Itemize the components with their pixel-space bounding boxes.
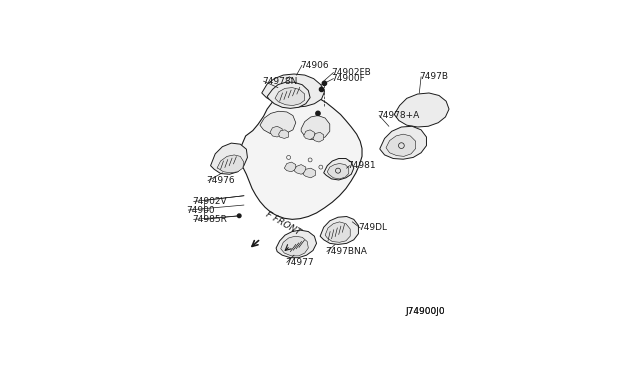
Circle shape <box>316 111 320 116</box>
Polygon shape <box>386 134 416 156</box>
Polygon shape <box>276 230 317 258</box>
Text: 74900: 74900 <box>187 206 215 215</box>
Polygon shape <box>270 126 282 137</box>
Polygon shape <box>240 91 362 219</box>
Polygon shape <box>294 164 306 174</box>
Polygon shape <box>303 130 314 140</box>
Text: 7497B: 7497B <box>419 73 448 81</box>
Polygon shape <box>267 82 310 108</box>
Text: 74978N: 74978N <box>262 77 297 86</box>
Text: 74978+A: 74978+A <box>378 111 420 120</box>
Polygon shape <box>324 158 354 180</box>
Text: J74900J0: J74900J0 <box>405 307 445 316</box>
Polygon shape <box>301 116 330 140</box>
Text: J74900J0: J74900J0 <box>405 307 445 316</box>
Polygon shape <box>303 168 316 178</box>
Polygon shape <box>284 162 296 172</box>
Text: 74906: 74906 <box>300 61 329 70</box>
Polygon shape <box>380 126 426 159</box>
Polygon shape <box>327 164 349 179</box>
Circle shape <box>319 87 324 92</box>
Circle shape <box>323 81 326 86</box>
Polygon shape <box>217 155 244 173</box>
Polygon shape <box>320 217 358 244</box>
Polygon shape <box>211 143 248 174</box>
Polygon shape <box>262 74 324 107</box>
Text: F FRONT: F FRONT <box>264 210 302 237</box>
Text: 74985R: 74985R <box>192 215 227 224</box>
Polygon shape <box>394 93 449 127</box>
Text: 74902FB: 74902FB <box>332 68 371 77</box>
Text: 7497BNA: 7497BNA <box>325 247 367 256</box>
Text: 74902V: 74902V <box>192 197 227 206</box>
Text: 749DL: 749DL <box>358 224 387 232</box>
Text: 74976: 74976 <box>206 176 235 185</box>
Polygon shape <box>275 87 305 106</box>
Polygon shape <box>260 111 296 135</box>
Text: 74900F: 74900F <box>332 74 365 83</box>
Polygon shape <box>278 130 289 138</box>
Polygon shape <box>281 236 308 256</box>
Polygon shape <box>313 132 324 142</box>
Text: 74981: 74981 <box>348 161 376 170</box>
Polygon shape <box>325 222 350 242</box>
Text: 74977: 74977 <box>285 258 314 267</box>
Circle shape <box>237 214 241 218</box>
